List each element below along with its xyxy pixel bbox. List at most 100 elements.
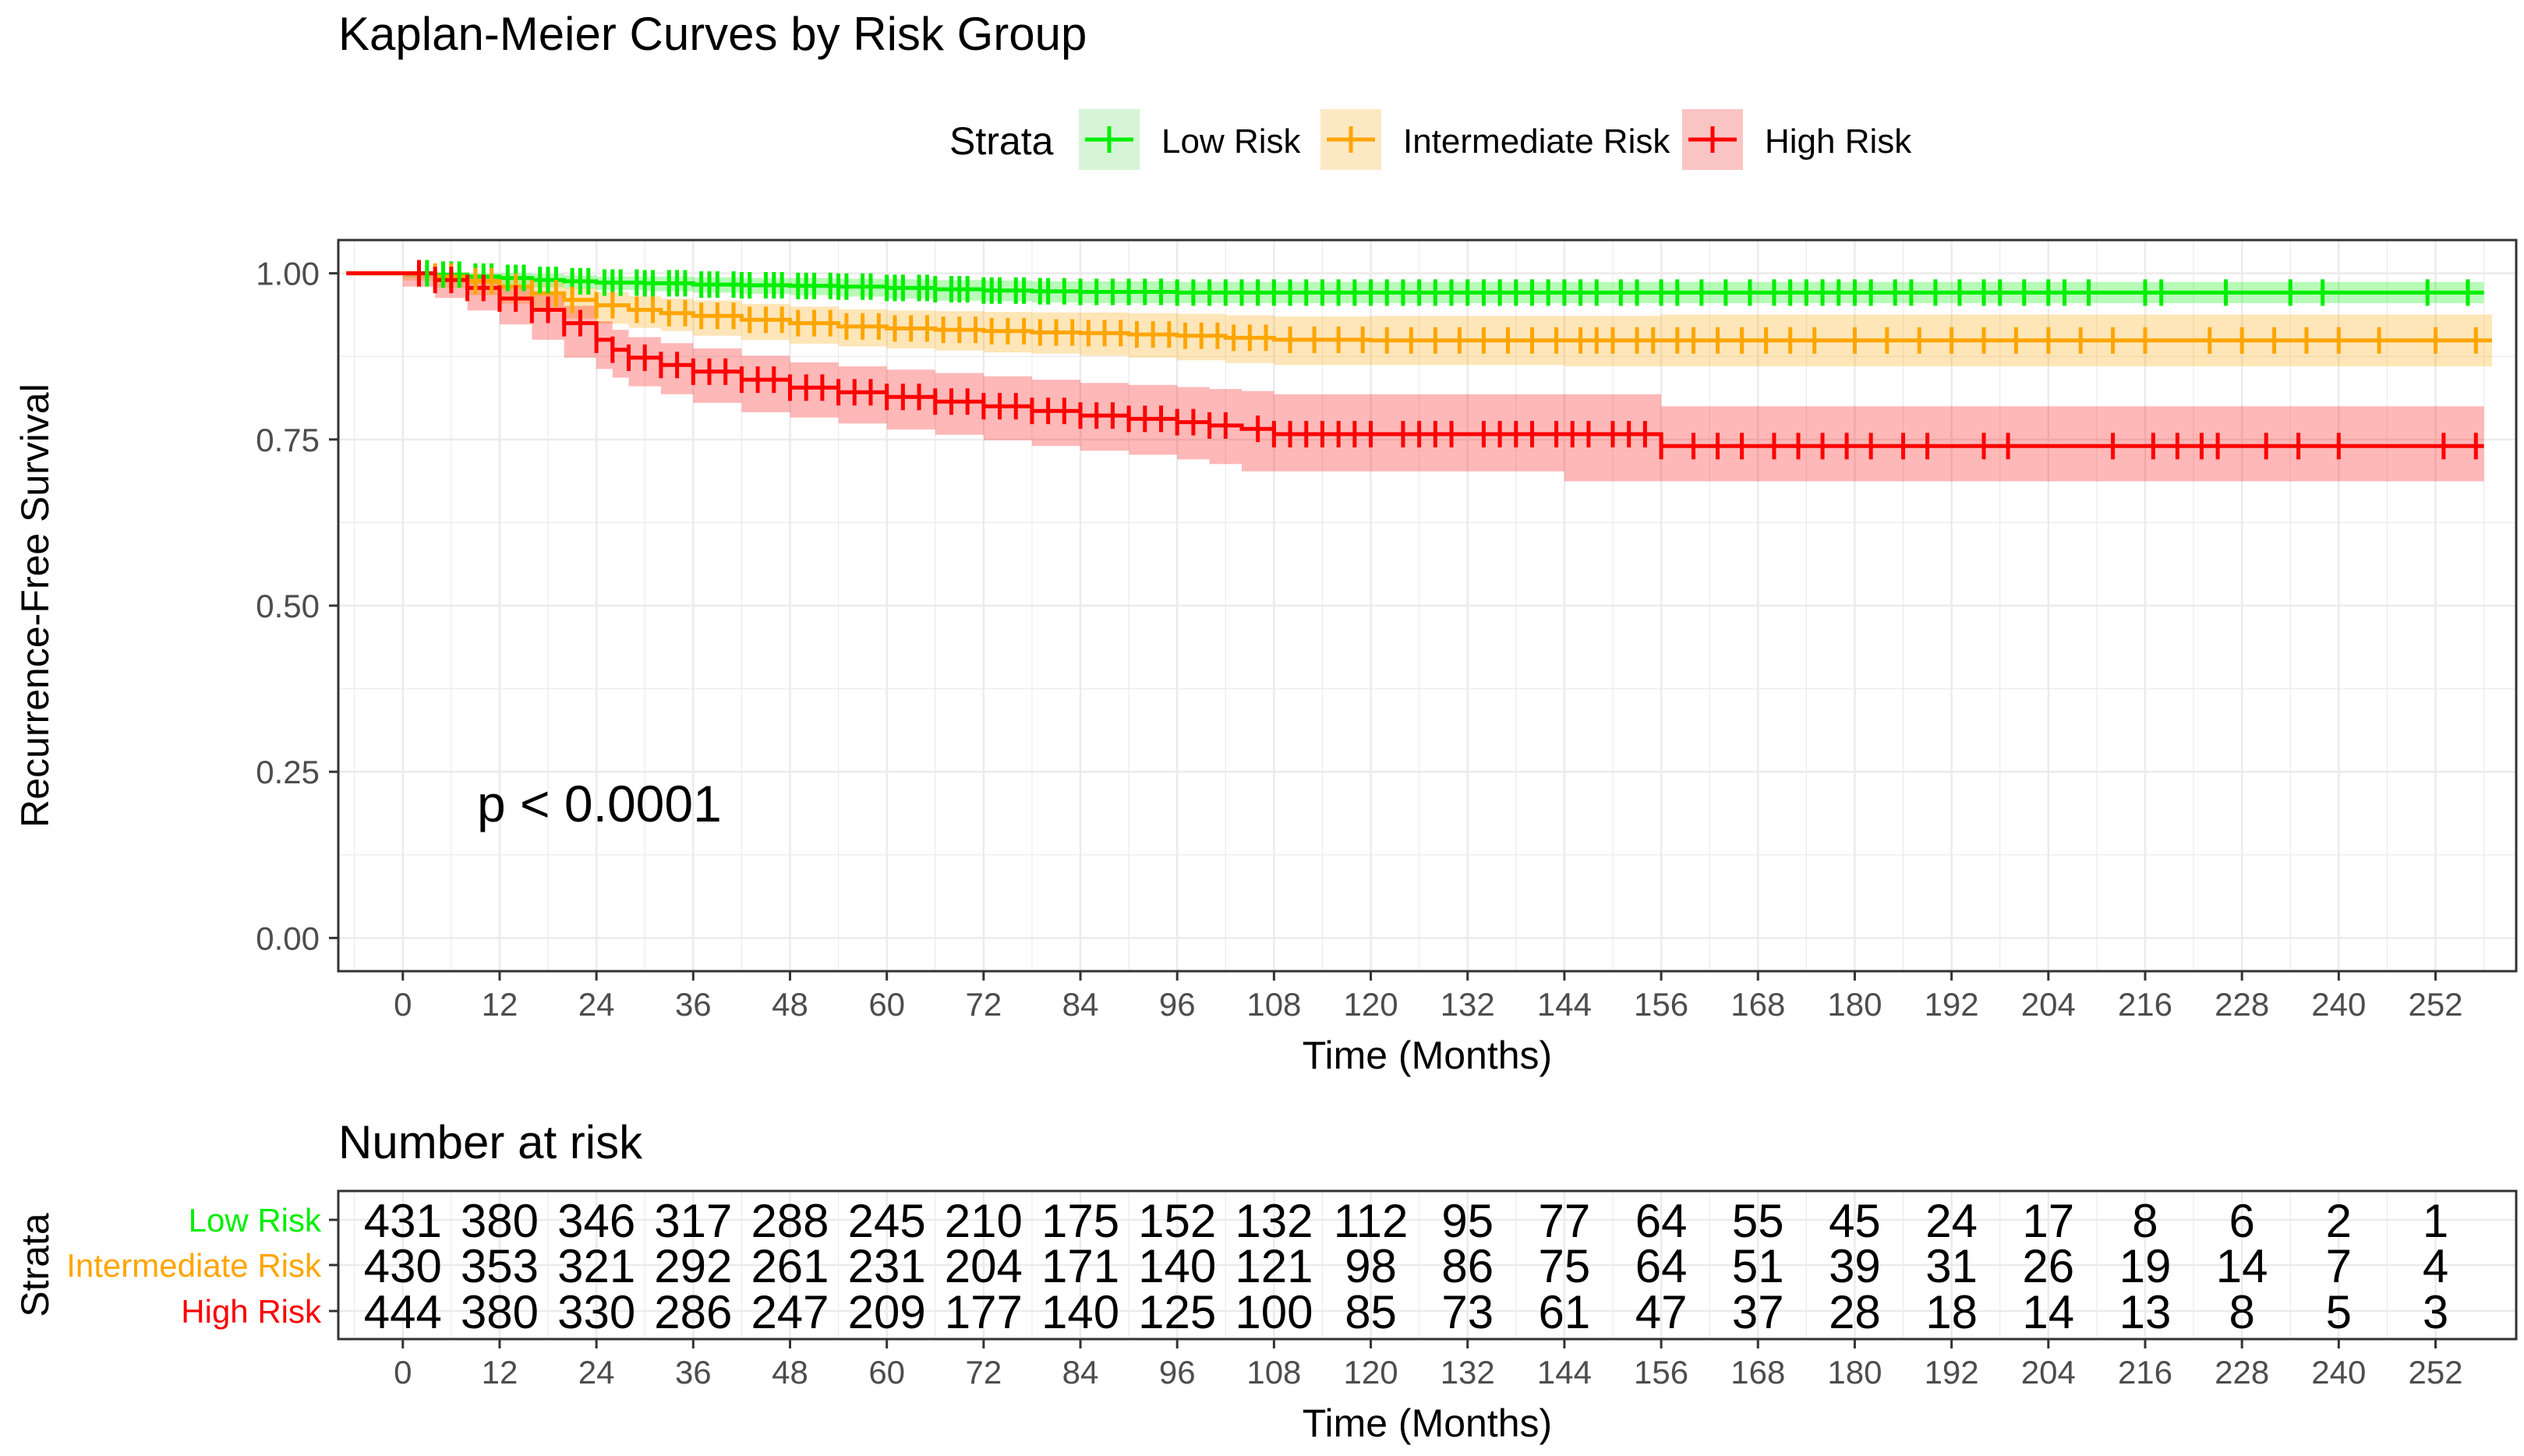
risk-x-tick-label: 12 [482,1354,518,1391]
risk-table-title: Number at risk [338,1116,643,1168]
x-axis-label: Time (Months) [1303,1034,1552,1077]
risk-count: 19 [2119,1240,2172,1292]
legend-item-intermediate-risk: Intermediate Risk [1320,109,1670,170]
y-axis: 0.00 0.25 0.50 0.75 1.00 [256,256,338,956]
risk-table-values: 431 380 346 317 288 245 210 175 152 132 112 95 77 64 5… [364,1195,2448,1338]
risk-x-tick-label: 156 [1634,1354,1688,1391]
p-value-annotation: p < 0.0001 [477,775,722,832]
x-tick-label: 204 [2021,986,2076,1023]
legend-label-low-risk: Low Risk [1161,122,1301,161]
risk-x-tick-label: 96 [1159,1354,1196,1391]
risk-count: 288 [751,1195,829,1247]
legend-label-intermediate-risk: Intermediate Risk [1403,122,1670,161]
plot-grid [338,240,2516,971]
risk-count: 77 [1539,1195,1591,1247]
legend-item-low-risk: Low Risk [1079,109,1301,170]
risk-count: 95 [1441,1195,1494,1247]
risk-count: 210 [945,1195,1023,1247]
x-tick-label: 36 [675,986,712,1023]
x-tick-label: 132 [1441,986,1495,1023]
y-tick-label: 0.25 [256,754,320,790]
x-tick-label: 108 [1246,986,1301,1023]
risk-count: 152 [1138,1195,1216,1247]
x-tick-label: 156 [1634,986,1688,1023]
chart-title: Kaplan-Meier Curves by Risk Group [338,8,1087,60]
risk-count: 175 [1041,1195,1119,1247]
risk-count: 47 [1635,1286,1688,1338]
risk-x-tick-label: 180 [1827,1354,1882,1391]
x-tick-label: 84 [1062,986,1099,1023]
risk-count: 171 [1041,1240,1119,1292]
ci-band-intermediate-risk [402,273,2492,366]
risk-x-tick-label: 192 [1925,1354,1979,1391]
risk-count: 121 [1235,1240,1313,1292]
risk-row-intermediate-risk: 430 353 321 292 261 231 204 171 140 121 98 86 75 64 51… [364,1240,2448,1292]
x-tick-label: 48 [772,986,808,1023]
risk-count: 430 [364,1240,442,1292]
legend-label-high-risk: High Risk [1765,122,1912,161]
risk-x-tick-label: 204 [2021,1354,2076,1391]
risk-x-tick-label: 60 [868,1354,905,1391]
risk-table-grid [338,1191,2516,1339]
ci-band-low-risk [402,273,2484,303]
risk-count: 6 [2229,1195,2254,1247]
risk-count: 55 [1732,1195,1784,1247]
risk-count: 431 [364,1195,442,1247]
risk-count: 64 [1635,1240,1688,1292]
x-tick-label: 240 [2311,986,2366,1023]
risk-x-tick-label: 120 [1344,1354,1398,1391]
risk-table: Number at risk 431 380 346 317 288 245 210 175 1… [13,1116,2518,1445]
x-tick-label: 168 [1730,986,1785,1023]
censor-marks-low-risk [416,260,2470,306]
risk-count: 64 [1635,1195,1688,1247]
risk-count: 132 [1235,1195,1313,1247]
x-tick-label: 252 [2408,986,2462,1023]
risk-x-tick-label: 108 [1246,1354,1301,1391]
risk-x-tick-label: 168 [1730,1354,1785,1391]
risk-x-tick-label: 0 [394,1354,412,1391]
risk-count: 125 [1138,1286,1216,1338]
risk-x-tick-label: 252 [2408,1354,2462,1391]
y-axis-label: Recurrence-Free Survival [13,383,57,828]
y-tick-label: 1.00 [256,256,320,292]
risk-x-tick-label: 144 [1537,1354,1592,1391]
x-tick-label: 60 [868,986,905,1023]
risk-count: 204 [945,1240,1023,1292]
risk-table-x-axis: 0 12 24 36 48 60 72 84 96 108 120 132 144 156 168 180 19… [394,1339,2463,1391]
risk-count: 73 [1441,1286,1494,1338]
risk-count: 261 [751,1240,829,1292]
risk-count: 1 [2423,1195,2448,1247]
x-tick-label: 0 [394,986,412,1023]
legend: Strata Low Risk Intermediate Risk High R… [949,109,1912,170]
risk-table-x-label: Time (Months) [1303,1401,1552,1445]
risk-row-low-risk: 431 380 346 317 288 245 210 175 152 132 112 95 77 64 5… [364,1195,2448,1247]
risk-count: 353 [461,1240,539,1292]
risk-row-label-low-risk: Low Risk [189,1202,322,1239]
risk-count: 177 [945,1286,1023,1338]
risk-count: 8 [2132,1195,2158,1247]
risk-count: 37 [1732,1286,1784,1338]
risk-count: 444 [364,1286,442,1338]
legend-item-high-risk: High Risk [1682,109,1912,170]
risk-count: 321 [557,1240,635,1292]
risk-count: 247 [751,1286,829,1338]
risk-x-tick-label: 48 [772,1354,808,1391]
risk-count: 39 [1829,1240,1881,1292]
x-tick-label: 72 [965,986,1002,1023]
risk-table-y-label: Strata [13,1213,57,1317]
risk-count: 45 [1829,1195,1881,1247]
risk-count: 17 [2022,1195,2074,1247]
risk-count: 3 [2423,1286,2448,1338]
risk-count: 380 [461,1195,539,1247]
x-tick-label: 180 [1827,986,1882,1023]
risk-x-tick-label: 72 [965,1354,1002,1391]
risk-count: 86 [1441,1240,1494,1292]
risk-count: 13 [2119,1286,2172,1338]
x-tick-label: 120 [1344,986,1398,1023]
risk-count: 18 [1925,1286,1978,1338]
x-tick-label: 228 [2215,986,2269,1023]
x-axis: 0 12 24 36 48 60 72 84 96 108 120 132 144 156 168 180 19… [394,971,2463,1023]
x-tick-label: 12 [482,986,518,1023]
risk-count: 330 [557,1286,635,1338]
